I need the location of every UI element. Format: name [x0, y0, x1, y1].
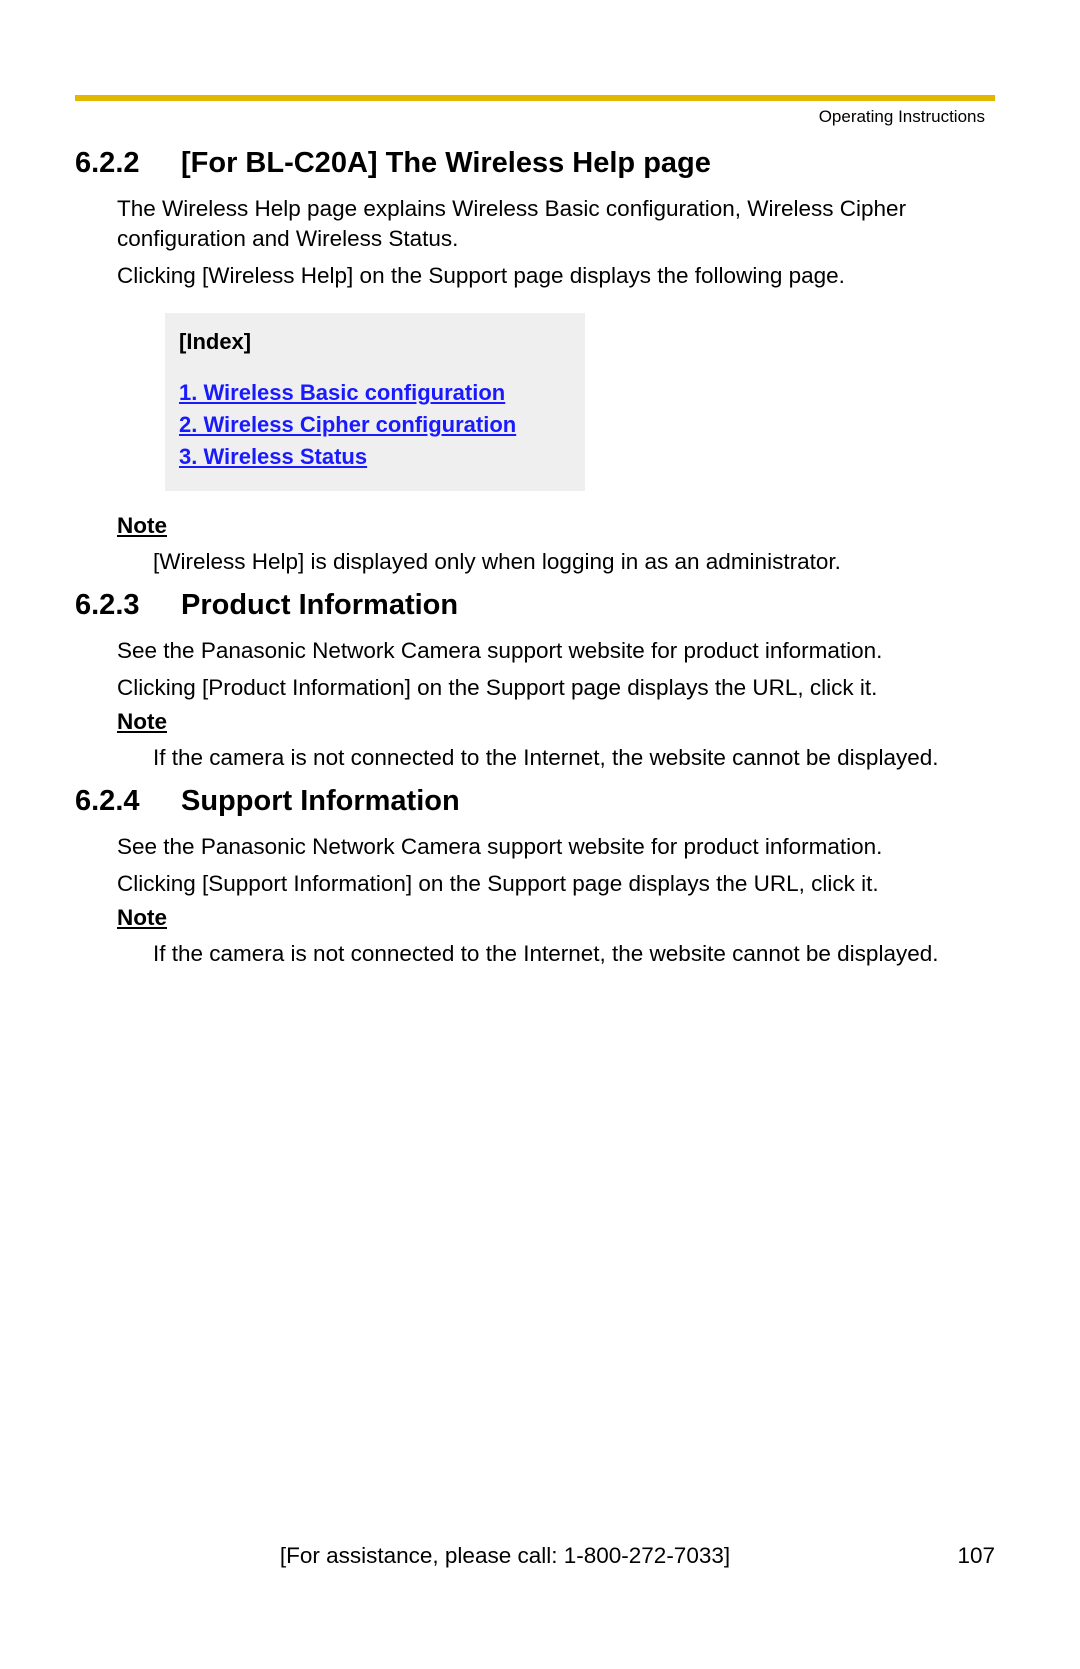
note-text: If the camera is not connected to the In…	[153, 939, 995, 969]
section-title: Support Information	[181, 785, 460, 817]
index-box: [Index] 1. Wireless Basic configuration …	[165, 313, 585, 491]
section-num: 6.2.3	[75, 589, 181, 622]
top-rule	[75, 95, 995, 101]
note-label: Note	[117, 709, 995, 735]
note-text: [Wireless Help] is displayed only when l…	[153, 547, 995, 577]
body-text: Clicking [Product Information] on the Su…	[117, 673, 995, 703]
section-heading-624: 6.2.4Support Information	[75, 785, 995, 818]
body-text: See the Panasonic Network Camera support…	[117, 832, 995, 862]
footer-assist: [For assistance, please call: 1-800-272-…	[85, 1543, 925, 1569]
body-text: Clicking [Wireless Help] on the Support …	[117, 261, 995, 291]
section-title: [For BL-C20A] The Wireless Help page	[181, 147, 711, 179]
body-text: See the Panasonic Network Camera support…	[117, 636, 995, 666]
index-link-1[interactable]: 1. Wireless Basic configuration	[179, 377, 571, 409]
note-label: Note	[117, 513, 995, 539]
section-title: Product Information	[181, 589, 458, 621]
header-label: Operating Instructions	[75, 107, 995, 127]
section-num: 6.2.4	[75, 785, 181, 818]
footer: [For assistance, please call: 1-800-272-…	[85, 1543, 995, 1569]
index-link-3[interactable]: 3. Wireless Status	[179, 441, 571, 473]
note-text: If the camera is not connected to the In…	[153, 743, 995, 773]
document-page: Operating Instructions 6.2.2[For BL-C20A…	[0, 0, 1080, 1669]
note-label: Note	[117, 905, 995, 931]
body-text: Clicking [Support Information] on the Su…	[117, 869, 995, 899]
index-link-2[interactable]: 2. Wireless Cipher configuration	[179, 409, 571, 441]
index-title: [Index]	[179, 329, 571, 355]
body-text: The Wireless Help page explains Wireless…	[117, 194, 995, 255]
section-heading-623: 6.2.3Product Information	[75, 589, 995, 622]
section-heading-622: 6.2.2[For BL-C20A] The Wireless Help pag…	[75, 147, 995, 180]
footer-page-number: 107	[925, 1543, 995, 1569]
section-num: 6.2.2	[75, 147, 181, 180]
